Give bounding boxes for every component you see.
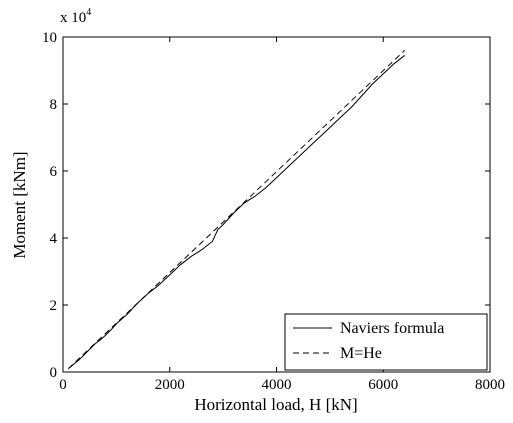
x-tick-label: 6000 bbox=[368, 377, 398, 393]
x-axis-ticks: 0 2000 4000 6000 8000 bbox=[59, 37, 505, 393]
series-line-naviers-formula bbox=[68, 55, 405, 370]
legend-label-naviers: Naviers formula bbox=[340, 320, 444, 337]
x-tick-label: 8000 bbox=[475, 377, 505, 393]
y-multiplier-label: x 104 bbox=[60, 7, 91, 26]
legend: Naviers formula M=He bbox=[284, 313, 488, 371]
y-tick-label: 4 bbox=[50, 231, 58, 247]
y-axis-label: Moment [kNm] bbox=[10, 151, 29, 258]
x-tick-label: 0 bbox=[59, 377, 67, 393]
legend-label-mhe: M=He bbox=[340, 345, 382, 362]
y-axis-ticks: 0 2 4 6 8 10 bbox=[42, 30, 490, 381]
y-tick-label: 6 bbox=[50, 164, 58, 180]
y-tick-label: 10 bbox=[42, 30, 57, 46]
series-layer bbox=[67, 50, 405, 370]
legend-box bbox=[284, 313, 488, 371]
x-tick-label: 4000 bbox=[262, 377, 292, 393]
y-tick-label: 2 bbox=[50, 298, 58, 314]
series-line-m-he bbox=[67, 50, 405, 370]
x-axis-label: Horizontal load, H [kN] bbox=[194, 395, 357, 414]
x-tick-label: 2000 bbox=[155, 377, 185, 393]
y-tick-label: 8 bbox=[50, 97, 58, 113]
y-tick-label: 0 bbox=[50, 365, 58, 381]
